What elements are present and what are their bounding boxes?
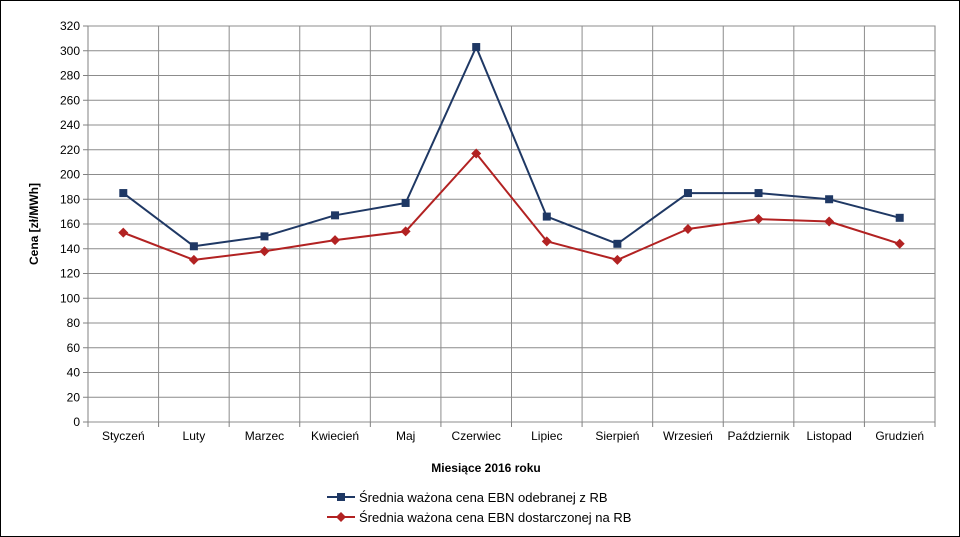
legend-item-series-1: Średnia ważona cena EBN odebranej z RB xyxy=(327,490,608,505)
legend-marker-series-2 xyxy=(336,512,346,522)
data-point-series-1 xyxy=(542,212,551,221)
y-tick-label: 320 xyxy=(60,19,80,33)
data-point-series-2 xyxy=(471,148,482,159)
data-point-series-2 xyxy=(682,223,693,234)
data-point-series-2 xyxy=(188,254,199,265)
y-axis-ticks: 0 20 40 60 80 100 120 140 160 180 200 220 240 260 280 3… xyxy=(60,19,88,429)
x-tick-label: Kwiecień xyxy=(311,429,359,443)
y-tick-label: 120 xyxy=(60,267,80,281)
data-point-series-2 xyxy=(118,227,129,238)
data-point-series-1 xyxy=(189,242,198,251)
x-axis-ticks: Styczeń Luty Marzec Kwiecień Maj Czerwiec Lipi… xyxy=(87,422,936,443)
legend: Średnia ważona cena EBN odebranej z RB Ś… xyxy=(327,490,631,525)
x-tick-label: Maj xyxy=(396,429,415,443)
x-tick-label: Wrzesień xyxy=(663,429,713,443)
y-tick-label: 100 xyxy=(60,291,80,305)
data-point-series-2 xyxy=(541,236,552,247)
series-line-2 xyxy=(122,152,901,261)
x-axis-title: Miesiące 2016 roku xyxy=(431,461,540,475)
x-tick-label: Listopad xyxy=(806,429,851,443)
y-tick-label: 260 xyxy=(60,93,80,107)
x-tick-label: Październik xyxy=(728,429,791,443)
legend-item-series-2: Średnia ważona cena EBN dostarczonej na … xyxy=(327,510,631,525)
x-tick-label: Marzec xyxy=(245,429,284,443)
y-tick-label: 20 xyxy=(67,390,81,404)
x-tick-label: Czerwiec xyxy=(452,429,501,443)
x-tick-label: Grudzień xyxy=(875,429,924,443)
grid-lines xyxy=(88,25,935,423)
series-layer xyxy=(118,43,905,265)
data-point-series-1 xyxy=(260,232,269,241)
data-point-series-1 xyxy=(754,189,763,198)
data-point-series-2 xyxy=(259,246,270,257)
y-tick-label: 280 xyxy=(60,69,80,83)
y-tick-label: 60 xyxy=(67,341,81,355)
y-axis-title: Cena [zł/MWh] xyxy=(27,183,41,265)
data-point-series-1 xyxy=(895,213,904,222)
data-point-series-1 xyxy=(401,198,410,207)
legend-label-series-2: Średnia ważona cena EBN dostarczonej na … xyxy=(359,510,631,525)
y-tick-label: 40 xyxy=(67,366,81,380)
data-point-series-2 xyxy=(400,226,411,237)
x-tick-label: Styczeń xyxy=(102,429,145,443)
x-tick-label: Luty xyxy=(183,429,206,443)
data-point-series-1 xyxy=(119,189,128,198)
data-point-series-2 xyxy=(824,216,835,227)
data-point-series-1 xyxy=(825,195,834,204)
legend-marker-series-1 xyxy=(337,493,345,501)
data-point-series-2 xyxy=(330,235,341,246)
data-point-series-1 xyxy=(472,43,481,52)
y-tick-label: 240 xyxy=(60,118,80,132)
y-tick-label: 180 xyxy=(60,192,80,206)
y-tick-label: 200 xyxy=(60,168,80,182)
y-tick-label: 220 xyxy=(60,143,80,157)
data-point-series-2 xyxy=(753,214,764,225)
series-line-1 xyxy=(122,46,900,248)
legend-label-series-1: Średnia ważona cena EBN odebranej z RB xyxy=(359,490,608,505)
data-point-series-1 xyxy=(613,239,622,248)
y-tick-label: 140 xyxy=(60,242,80,256)
y-tick-label: 0 xyxy=(73,415,80,429)
y-tick-label: 160 xyxy=(60,217,80,231)
x-tick-label: Sierpień xyxy=(595,429,639,443)
y-tick-label: 80 xyxy=(67,316,81,330)
data-point-series-1 xyxy=(683,189,692,198)
data-point-series-2 xyxy=(612,254,623,265)
data-point-series-2 xyxy=(894,238,905,249)
data-point-series-1 xyxy=(331,211,340,220)
y-tick-label: 300 xyxy=(60,44,80,58)
x-tick-label: Lipiec xyxy=(531,429,562,443)
